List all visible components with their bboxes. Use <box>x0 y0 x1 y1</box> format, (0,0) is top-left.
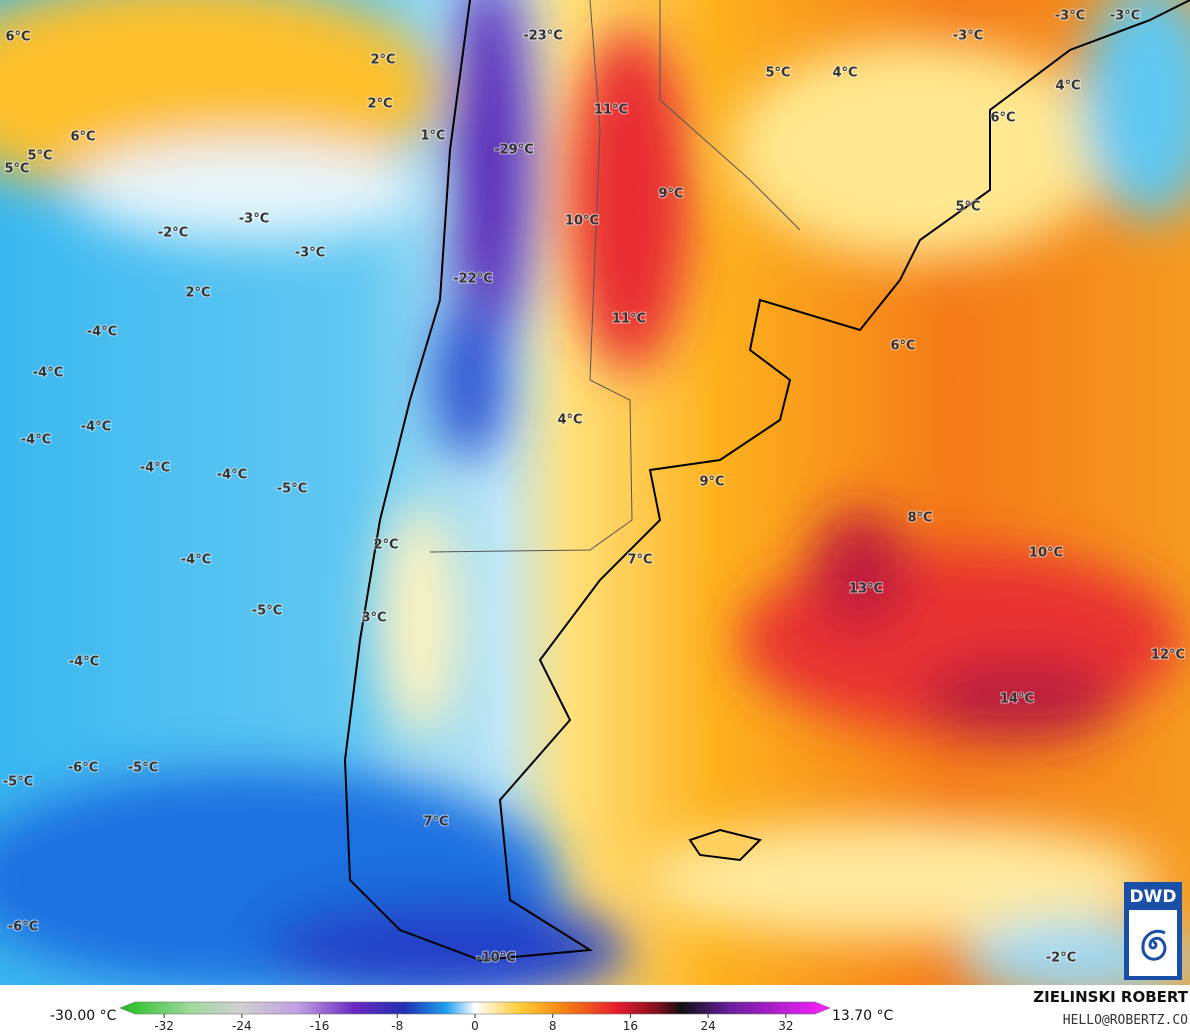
temperature-label: 2°C <box>370 53 395 68</box>
temperature-label: 2°C <box>373 538 398 553</box>
temperature-label: -22°C <box>453 272 493 287</box>
temperature-label: 5°C <box>4 162 29 177</box>
falkland-islands <box>688 828 762 862</box>
temperature-label: 6°C <box>890 339 915 354</box>
temperature-label: -3°C <box>1110 9 1140 24</box>
colorbar-tick-label: 32 <box>778 1019 793 1033</box>
temperature-label: 9°C <box>699 475 724 490</box>
temperature-label: -29°C <box>494 143 534 158</box>
colorbar-tick-label: -8 <box>391 1019 403 1033</box>
temperature-label: -4°C <box>217 468 247 483</box>
temperature-label: -4°C <box>140 461 170 476</box>
temperature-label: -5°C <box>277 482 307 497</box>
temperature-labels: 6°C2°C2°C6°C 1°C5°C5°C-23°C11°C-29°C9°C10… <box>2 8 1186 967</box>
colorbar-tick-label: 0 <box>471 1019 479 1033</box>
temperature-field <box>0 0 1190 985</box>
email: HELLO@ROBERTZ.CO <box>1063 1013 1188 1028</box>
colorbar-tick-label: 16 <box>623 1019 638 1033</box>
temperature-label: 2°C <box>185 286 210 301</box>
temperature-label: -4°C <box>81 420 111 435</box>
colorbar-tick-label: -16 <box>310 1019 330 1033</box>
temperature-label: 4°C <box>1055 79 1080 94</box>
temperature-label: 7°C <box>423 815 448 830</box>
temperature-label: 8°C <box>907 511 932 526</box>
temperature-label: -23°C <box>523 29 563 44</box>
temperature-label: -4°C <box>181 553 211 568</box>
temperature-label: 6°C <box>70 130 95 145</box>
temperature-label: 4°C <box>557 413 582 428</box>
colorbar: -30.00 °C 13.70 °C -32 -24 -16 -8 0 8 16 24 32 <box>50 1001 894 1033</box>
colorbar-tick-label: -24 <box>232 1019 252 1033</box>
colorbar-tick-label: 8 <box>549 1019 557 1033</box>
colorbar-min: -30.00 °C <box>50 1008 117 1024</box>
temperature-label: -3°C <box>239 212 269 227</box>
temperature-label: 5°C <box>27 149 52 164</box>
temperature-label: 14°C <box>1000 692 1034 707</box>
temperature-label: -4°C <box>33 366 63 381</box>
temperature-label: -6°C <box>68 761 98 776</box>
temperature-label: 9°C <box>658 187 683 202</box>
logo-text: DWD <box>1130 887 1177 907</box>
temperature-label: -2°C <box>1046 951 1076 966</box>
temperature-label: 4°C <box>832 66 857 81</box>
temperature-label: -5°C <box>252 604 282 619</box>
temperature-label: 6°C <box>990 111 1015 126</box>
temperature-label: 10°C <box>1029 546 1063 561</box>
coastline <box>343 0 1190 962</box>
temperature-label: -5°C <box>3 775 33 790</box>
colorbar-ramp <box>119 1001 831 1015</box>
temperature-label: 2°C <box>367 97 392 112</box>
dwd-logo: DWD <box>1124 882 1182 980</box>
temperature-label: 7°C <box>627 553 652 568</box>
temperature-label: -4°C <box>87 325 117 340</box>
temperature-label: -10°C <box>476 951 516 966</box>
temperature-label: 11°C <box>594 103 628 118</box>
temperature-label: -3°C <box>1055 9 1085 24</box>
temperature-label: 3°C <box>361 611 386 626</box>
author: ZIELINSKI ROBERT <box>1033 988 1188 1006</box>
temperature-label: -4°C <box>21 433 51 448</box>
temperature-label: 11°C <box>612 312 646 327</box>
colorbar-tick-label: 24 <box>701 1019 716 1033</box>
temperature-label: 13°C <box>849 582 883 597</box>
temperature-label: -3°C <box>953 29 983 44</box>
temperature-label: -2°C <box>158 226 188 241</box>
temperature-label: 1°C <box>420 129 445 144</box>
colorbar-tick-label: -32 <box>154 1019 174 1033</box>
temperature-label: 6°C <box>5 30 30 45</box>
temperature-label: -4°C <box>69 655 99 670</box>
colorbar-max: 13.70 °C <box>832 1008 894 1024</box>
temperature-label: 5°C <box>955 200 980 215</box>
temperature-label: -5°C <box>128 761 158 776</box>
temperature-label: -3°C <box>295 246 325 261</box>
temperature-label: 10°C <box>565 214 599 229</box>
temperature-label: 12°C <box>1151 648 1185 663</box>
temperature-label: -6°C <box>8 920 38 935</box>
temperature-label: 5°C <box>765 66 790 81</box>
